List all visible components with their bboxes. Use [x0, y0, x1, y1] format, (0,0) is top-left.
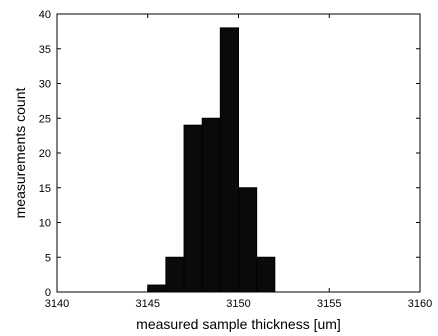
histogram-bar-3 [201, 117, 221, 293]
histogram-bar-2 [183, 124, 203, 293]
x-tick-label-1: 3145 [136, 298, 160, 310]
x-tick-label-3: 3155 [317, 298, 341, 310]
bars-group [147, 27, 276, 293]
histogram-bar-4 [219, 27, 240, 293]
y-tick-label-2: 10 [39, 218, 51, 230]
y-tick-label-7: 35 [39, 44, 51, 56]
y-tick-label-4: 20 [39, 148, 51, 160]
histogram-bar-5 [238, 187, 258, 293]
x-tick-label-0: 3140 [45, 298, 69, 310]
histogram-bar-6 [256, 256, 276, 293]
y-axis-label: measurements count [12, 88, 28, 219]
ticks-group: 3140 3145 3150 3155 3160 0 5 10 15 20 25 30 35 40 [39, 9, 432, 310]
x-tick-label-2: 3150 [226, 298, 250, 310]
y-tick-label-5: 25 [39, 113, 51, 125]
y-tick-label-1: 5 [45, 252, 51, 264]
y-tick-label-8: 40 [39, 9, 51, 21]
y-tick-label-3: 15 [39, 183, 51, 195]
histogram-bar-0 [147, 284, 167, 293]
y-tick-label-0: 0 [45, 287, 51, 299]
x-axis-label: measured sample thickness [um] [136, 316, 341, 332]
y-tick-label-6: 30 [39, 79, 51, 91]
histogram-bar-1 [165, 256, 185, 293]
x-tick-label-4: 3160 [408, 298, 432, 310]
